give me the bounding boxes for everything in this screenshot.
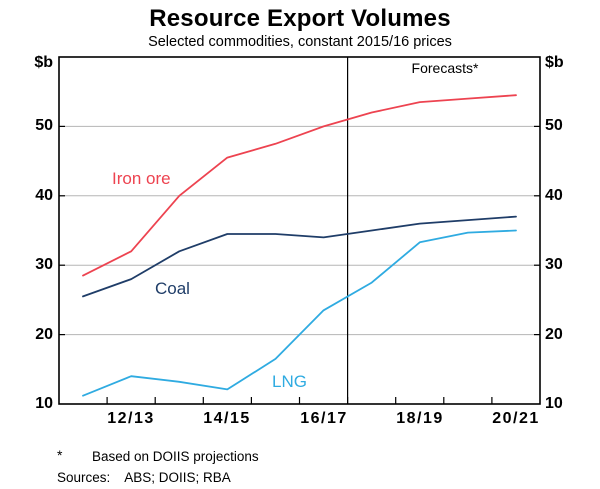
x-tick-label: 20/21 <box>492 410 540 427</box>
y-tick-label-left: 50 <box>35 117 53 134</box>
y-tick-label-right: 50 <box>545 117 563 134</box>
forecasts-annotation: Forecasts* <box>411 60 479 76</box>
series-line-lng <box>82 229 517 397</box>
series-line-coal <box>82 215 517 298</box>
chart-title: Resource Export Volumes <box>149 5 451 32</box>
x-tick-label: 12/13 <box>107 410 155 427</box>
footnote-marker: * <box>57 447 63 463</box>
y-axis-unit-left: $b <box>34 54 53 71</box>
series-label-coal: Coal <box>155 279 190 298</box>
footnote-text: Based on DOIIS projections <box>92 449 259 464</box>
plot-frame <box>58 56 541 405</box>
x-tick-label: 14/15 <box>203 410 251 427</box>
y-tick-label-right: 20 <box>545 326 563 343</box>
y-axis-unit-right: $b <box>545 54 564 71</box>
chart-subtitle: Selected commodities, constant 2015/16 p… <box>148 34 452 50</box>
x-tick-label: 16/17 <box>300 410 348 427</box>
sources-line: Sources: ABS; DOIIS; RBA <box>57 470 231 485</box>
y-tick-label-right: 10 <box>545 395 563 412</box>
y-tick-label-right: 30 <box>545 256 563 273</box>
x-tick-label: 18/19 <box>396 410 444 427</box>
sources-label: Sources: <box>57 470 111 485</box>
sources-list: ABS; DOIIS; RBA <box>124 470 231 485</box>
y-tick-label-left: 10 <box>35 395 53 412</box>
y-tick-label-right: 40 <box>545 187 563 204</box>
series-line-iron-ore <box>82 94 517 277</box>
y-tick-label-left: 40 <box>35 187 53 204</box>
series-label-lng: LNG <box>272 372 307 391</box>
y-tick-label-left: 20 <box>35 326 53 343</box>
y-tick-label-left: 30 <box>35 256 53 273</box>
series-label-iron-ore: Iron ore <box>112 169 171 188</box>
